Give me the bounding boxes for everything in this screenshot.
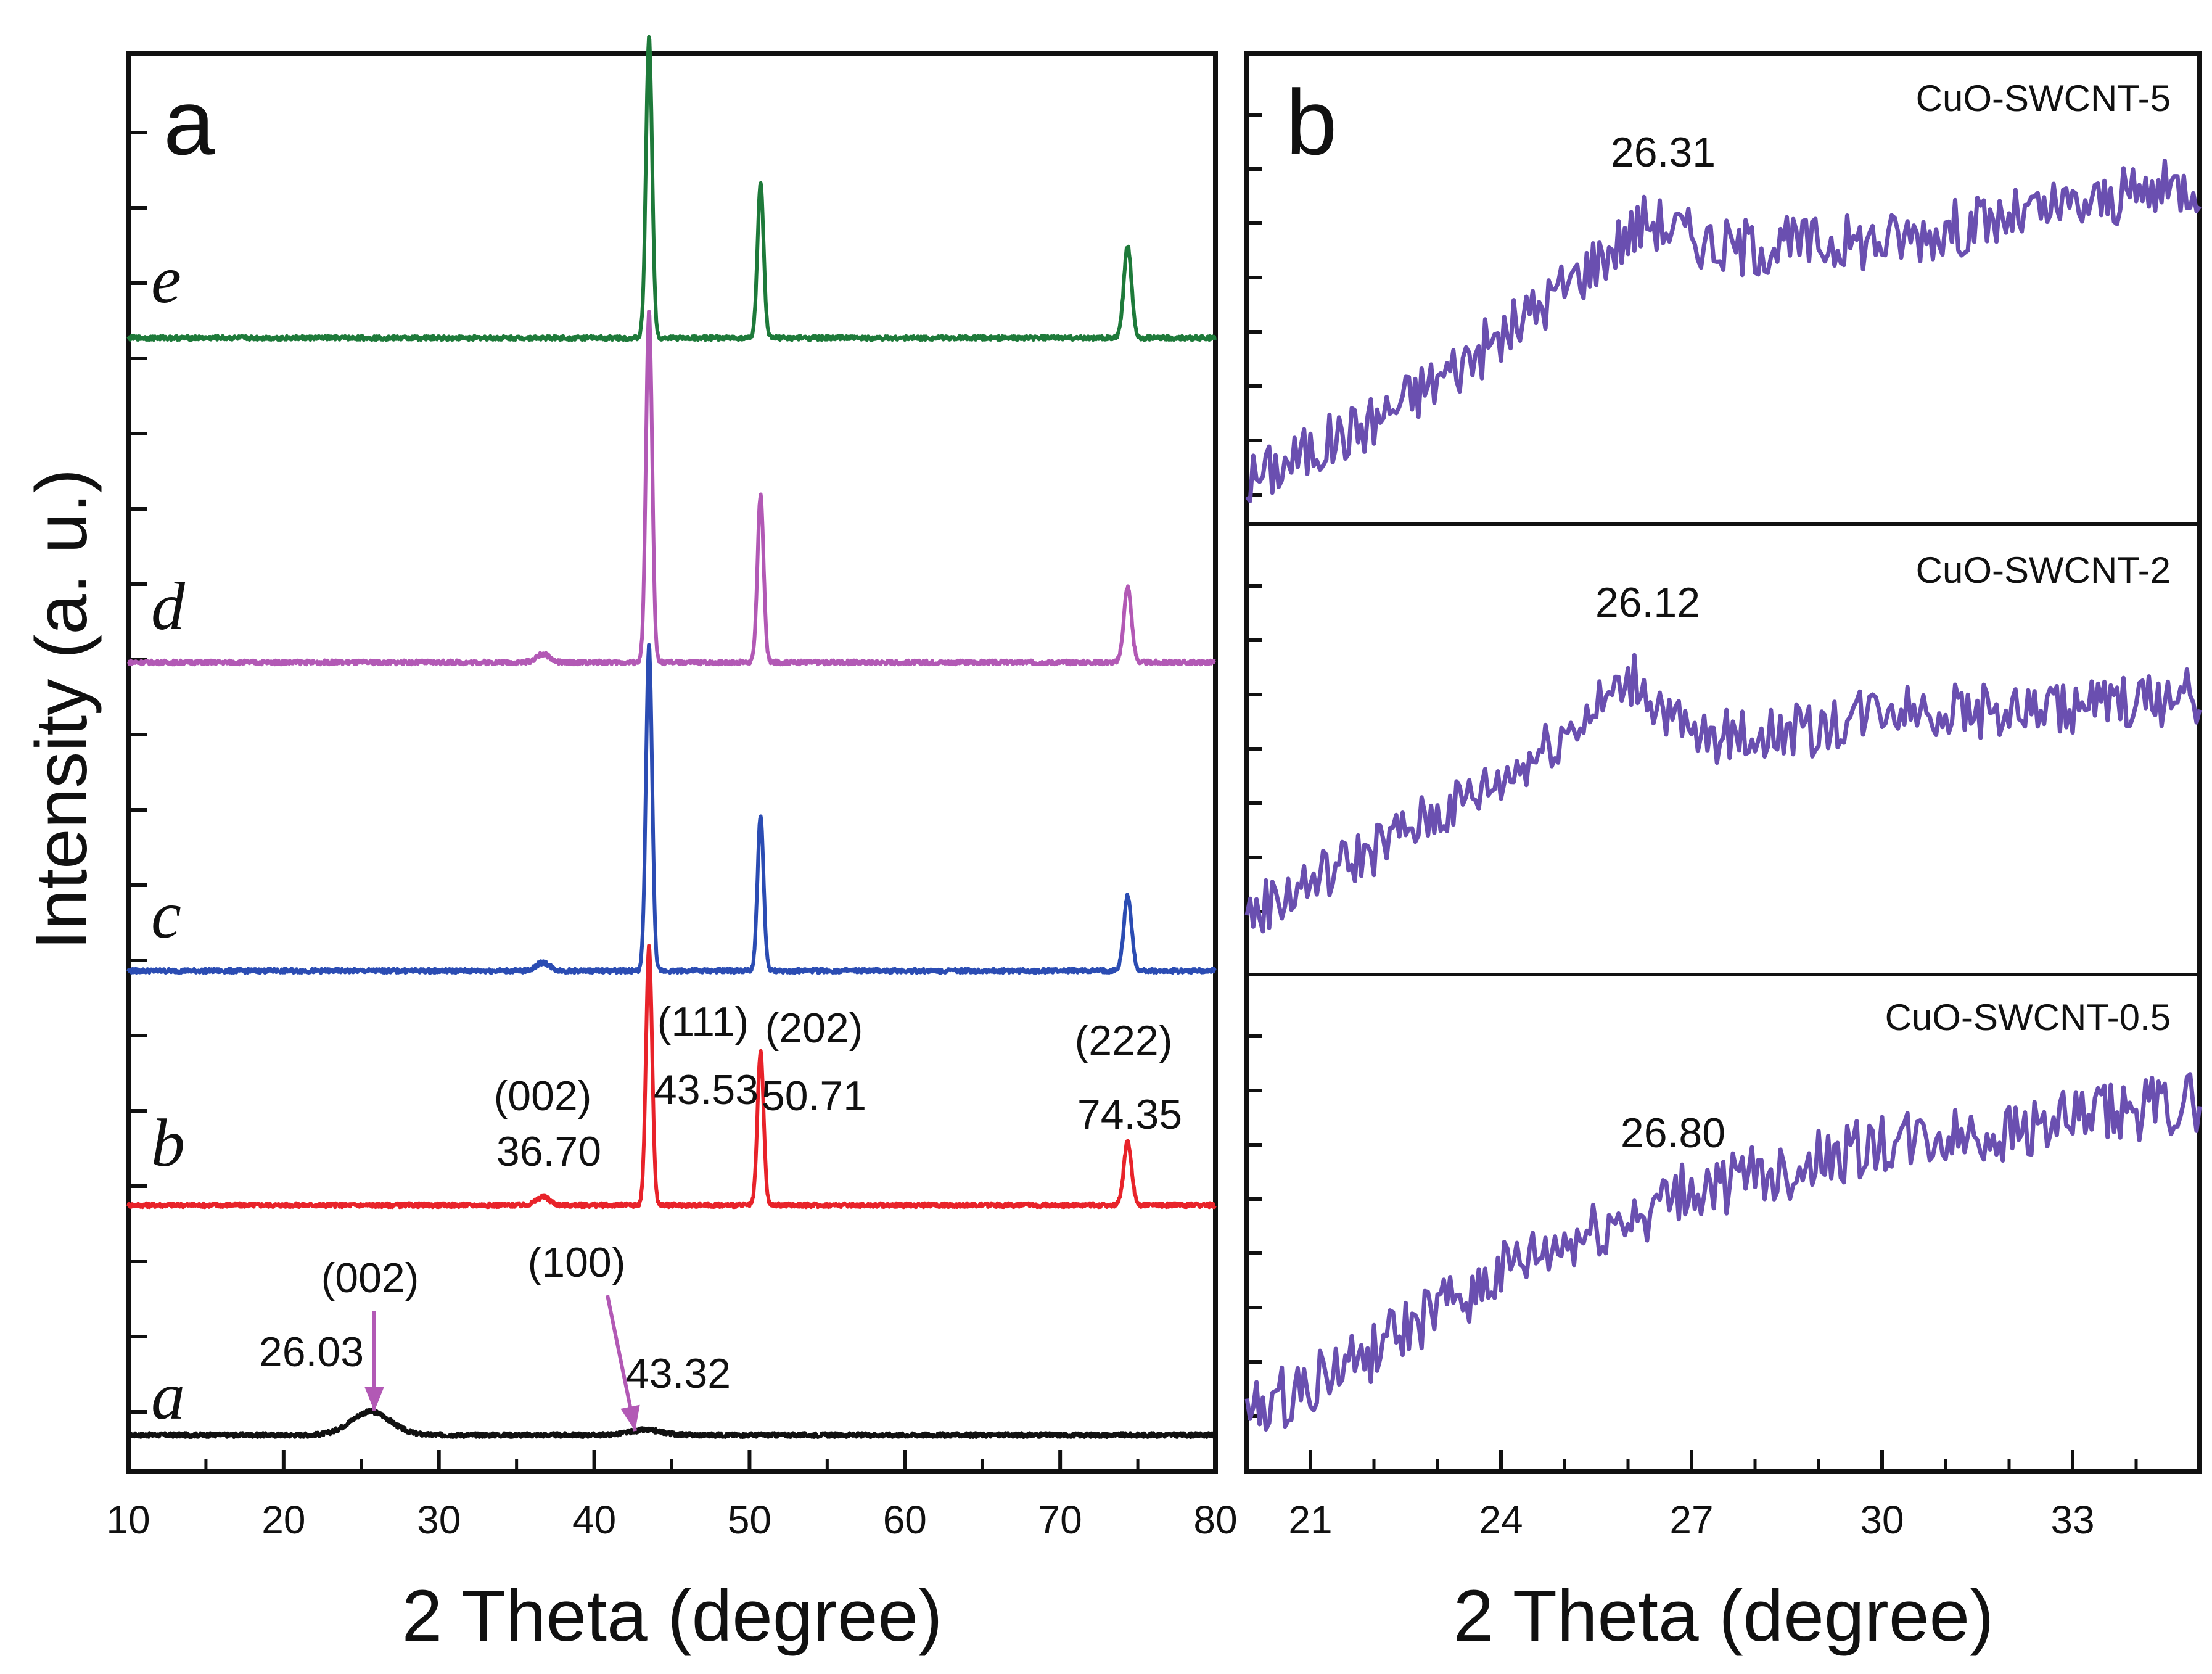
xrd-trace-b-2 [1244, 653, 2202, 934]
x-tick-label-a: 80 [1193, 1498, 1237, 1542]
peak-annotation-a: (202) [765, 1005, 863, 1052]
panel-b: b 2 Theta (degree) [1244, 51, 2202, 1657]
peak-annotation-a: (222) [1075, 1017, 1173, 1064]
series-label-d: d [151, 569, 186, 644]
x-tick-label-a: 40 [572, 1498, 616, 1542]
subplot-sample-label: CuO-SWCNT-0.5 [1885, 997, 2171, 1038]
xrd-trace-e [126, 35, 1217, 342]
arrow-head-a [364, 1387, 384, 1411]
x-tick-label-b: 27 [1669, 1498, 1713, 1542]
xrd-trace-a [127, 1408, 1216, 1439]
arrow-head-a [620, 1404, 640, 1431]
x-tick-label-a: 10 [106, 1498, 150, 1542]
panel-b-plot: 21 24 27 30 33 CuO-SWCNT-5 26.31 CuO-SWCNT-2 26.… [1244, 78, 2202, 1542]
panel-b-letter: b [1286, 70, 1337, 174]
x-tick-label-b: 33 [2050, 1498, 2094, 1542]
xrd-trace-b [126, 944, 1217, 1210]
peak-annotation-a: 43.53 [654, 1066, 759, 1113]
x-tick-label-a: 70 [1038, 1498, 1082, 1542]
x-tick-label-a: 60 [883, 1498, 927, 1542]
panel-a-x-axis-label: 2 Theta (degree) [402, 1575, 943, 1657]
xrd-trace-c [126, 643, 1217, 975]
x-tick-label-b: 24 [1479, 1498, 1523, 1542]
xrd-trace-d [127, 309, 1216, 667]
peak-annotation-a: 36.70 [496, 1128, 601, 1175]
series-label-c: c [151, 877, 181, 952]
subplot-peak-label: 26.12 [1595, 579, 1700, 626]
peak-annotation-a: (100) [528, 1239, 626, 1286]
peak-annotation-a: 43.32 [626, 1350, 731, 1397]
panel-a-frame [126, 51, 1218, 1474]
subplot-sample-label: CuO-SWCNT-2 [1916, 550, 2171, 591]
subplot-peak-label: 26.31 [1611, 129, 1716, 176]
peak-annotation-a: (002) [494, 1073, 592, 1119]
x-tick-label-b: 21 [1288, 1498, 1332, 1542]
x-tick-label-a: 30 [417, 1498, 461, 1542]
peak-annotation-a: 26.03 [259, 1329, 364, 1375]
peak-annotation-a: (111) [657, 999, 749, 1045]
x-tick-label-a: 50 [728, 1498, 771, 1542]
peak-annotation-a: 74.35 [1077, 1091, 1182, 1138]
panel-b-x-axis-label: 2 Theta (degree) [1453, 1575, 1994, 1657]
panel-a: a 2 Theta (degree) [126, 51, 1218, 1657]
series-label-a: a [151, 1358, 185, 1433]
x-tick-label-b: 30 [1860, 1498, 1904, 1542]
subplot-peak-label: 26.80 [1621, 1110, 1725, 1157]
y-axis-label: Intensity (a. u.) [21, 469, 102, 950]
peak-annotation-a: 50.71 [762, 1073, 866, 1119]
peak-annotation-a: (002) [321, 1255, 419, 1301]
series-label-b: b [151, 1105, 185, 1181]
subplot-sample-label: CuO-SWCNT-5 [1916, 78, 2171, 119]
panel-a-letter: a [163, 70, 215, 174]
xrd-trace-b-3 [1244, 1072, 2202, 1432]
x-tick-label-a: 20 [261, 1498, 305, 1542]
panel-a-plot: 10 20 30 40 50 60 70 80 a b c d e (002) 26.03 (100) 43.3… [106, 35, 1238, 1542]
panel-b-frame [1244, 51, 2202, 1474]
series-label-e: e [151, 242, 181, 317]
xrd-trace-b-1 [1245, 158, 2202, 503]
